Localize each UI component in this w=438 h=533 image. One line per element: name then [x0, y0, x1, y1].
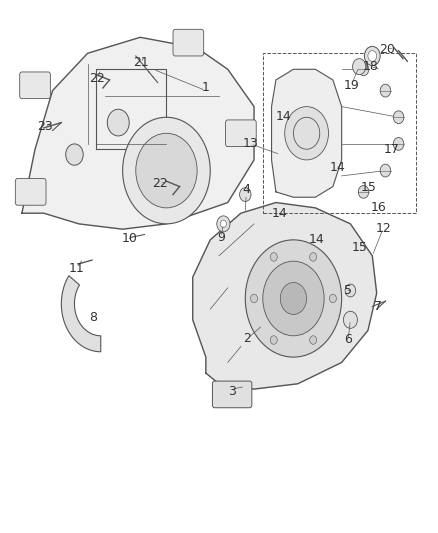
- Circle shape: [310, 253, 317, 261]
- Circle shape: [270, 336, 277, 344]
- Circle shape: [245, 240, 342, 357]
- Polygon shape: [22, 37, 254, 229]
- FancyBboxPatch shape: [226, 120, 256, 147]
- Text: 4: 4: [242, 183, 250, 196]
- Text: 7: 7: [374, 300, 381, 313]
- Circle shape: [220, 220, 226, 228]
- Text: 17: 17: [384, 143, 400, 156]
- FancyBboxPatch shape: [212, 381, 252, 408]
- Circle shape: [217, 216, 230, 232]
- Text: 12: 12: [375, 222, 391, 235]
- Polygon shape: [272, 69, 342, 197]
- Circle shape: [380, 164, 391, 177]
- Circle shape: [240, 188, 251, 201]
- Text: 14: 14: [308, 233, 324, 246]
- Text: 14: 14: [276, 110, 292, 123]
- Circle shape: [107, 109, 129, 136]
- Text: 13: 13: [243, 138, 258, 150]
- Text: 23: 23: [37, 120, 53, 133]
- Text: 6: 6: [344, 333, 352, 346]
- Text: 14: 14: [329, 161, 345, 174]
- Circle shape: [364, 46, 380, 66]
- Polygon shape: [193, 203, 377, 389]
- Circle shape: [358, 185, 369, 198]
- Circle shape: [353, 59, 366, 75]
- Text: 10: 10: [121, 232, 137, 245]
- Text: 2: 2: [244, 332, 251, 345]
- Text: 14: 14: [272, 207, 287, 220]
- Text: 20: 20: [379, 43, 395, 55]
- Circle shape: [358, 63, 369, 76]
- Circle shape: [66, 144, 83, 165]
- Circle shape: [251, 294, 258, 303]
- Circle shape: [136, 133, 197, 208]
- Circle shape: [368, 51, 377, 61]
- Text: 19: 19: [343, 79, 359, 92]
- Text: 18: 18: [362, 60, 378, 73]
- Circle shape: [285, 107, 328, 160]
- FancyBboxPatch shape: [15, 179, 46, 205]
- Circle shape: [280, 282, 307, 314]
- Text: 22: 22: [152, 177, 168, 190]
- Circle shape: [293, 117, 320, 149]
- Text: 15: 15: [361, 181, 377, 194]
- Circle shape: [329, 294, 336, 303]
- Text: 21: 21: [133, 56, 149, 69]
- Circle shape: [380, 84, 391, 97]
- Text: 11: 11: [69, 262, 85, 274]
- Circle shape: [343, 311, 357, 328]
- Circle shape: [310, 336, 317, 344]
- Text: 15: 15: [352, 241, 368, 254]
- Text: 16: 16: [371, 201, 387, 214]
- FancyBboxPatch shape: [20, 72, 50, 99]
- Circle shape: [393, 111, 404, 124]
- Text: 9: 9: [217, 231, 225, 244]
- Circle shape: [345, 284, 356, 297]
- Text: 3: 3: [228, 385, 236, 398]
- Text: 8: 8: [89, 311, 97, 324]
- Circle shape: [263, 261, 324, 336]
- Polygon shape: [61, 276, 101, 352]
- Text: 22: 22: [89, 72, 105, 85]
- Circle shape: [393, 138, 404, 150]
- FancyBboxPatch shape: [173, 29, 204, 56]
- Text: 1: 1: [202, 82, 210, 94]
- Circle shape: [123, 117, 210, 224]
- Circle shape: [270, 253, 277, 261]
- Text: 5: 5: [344, 284, 352, 297]
